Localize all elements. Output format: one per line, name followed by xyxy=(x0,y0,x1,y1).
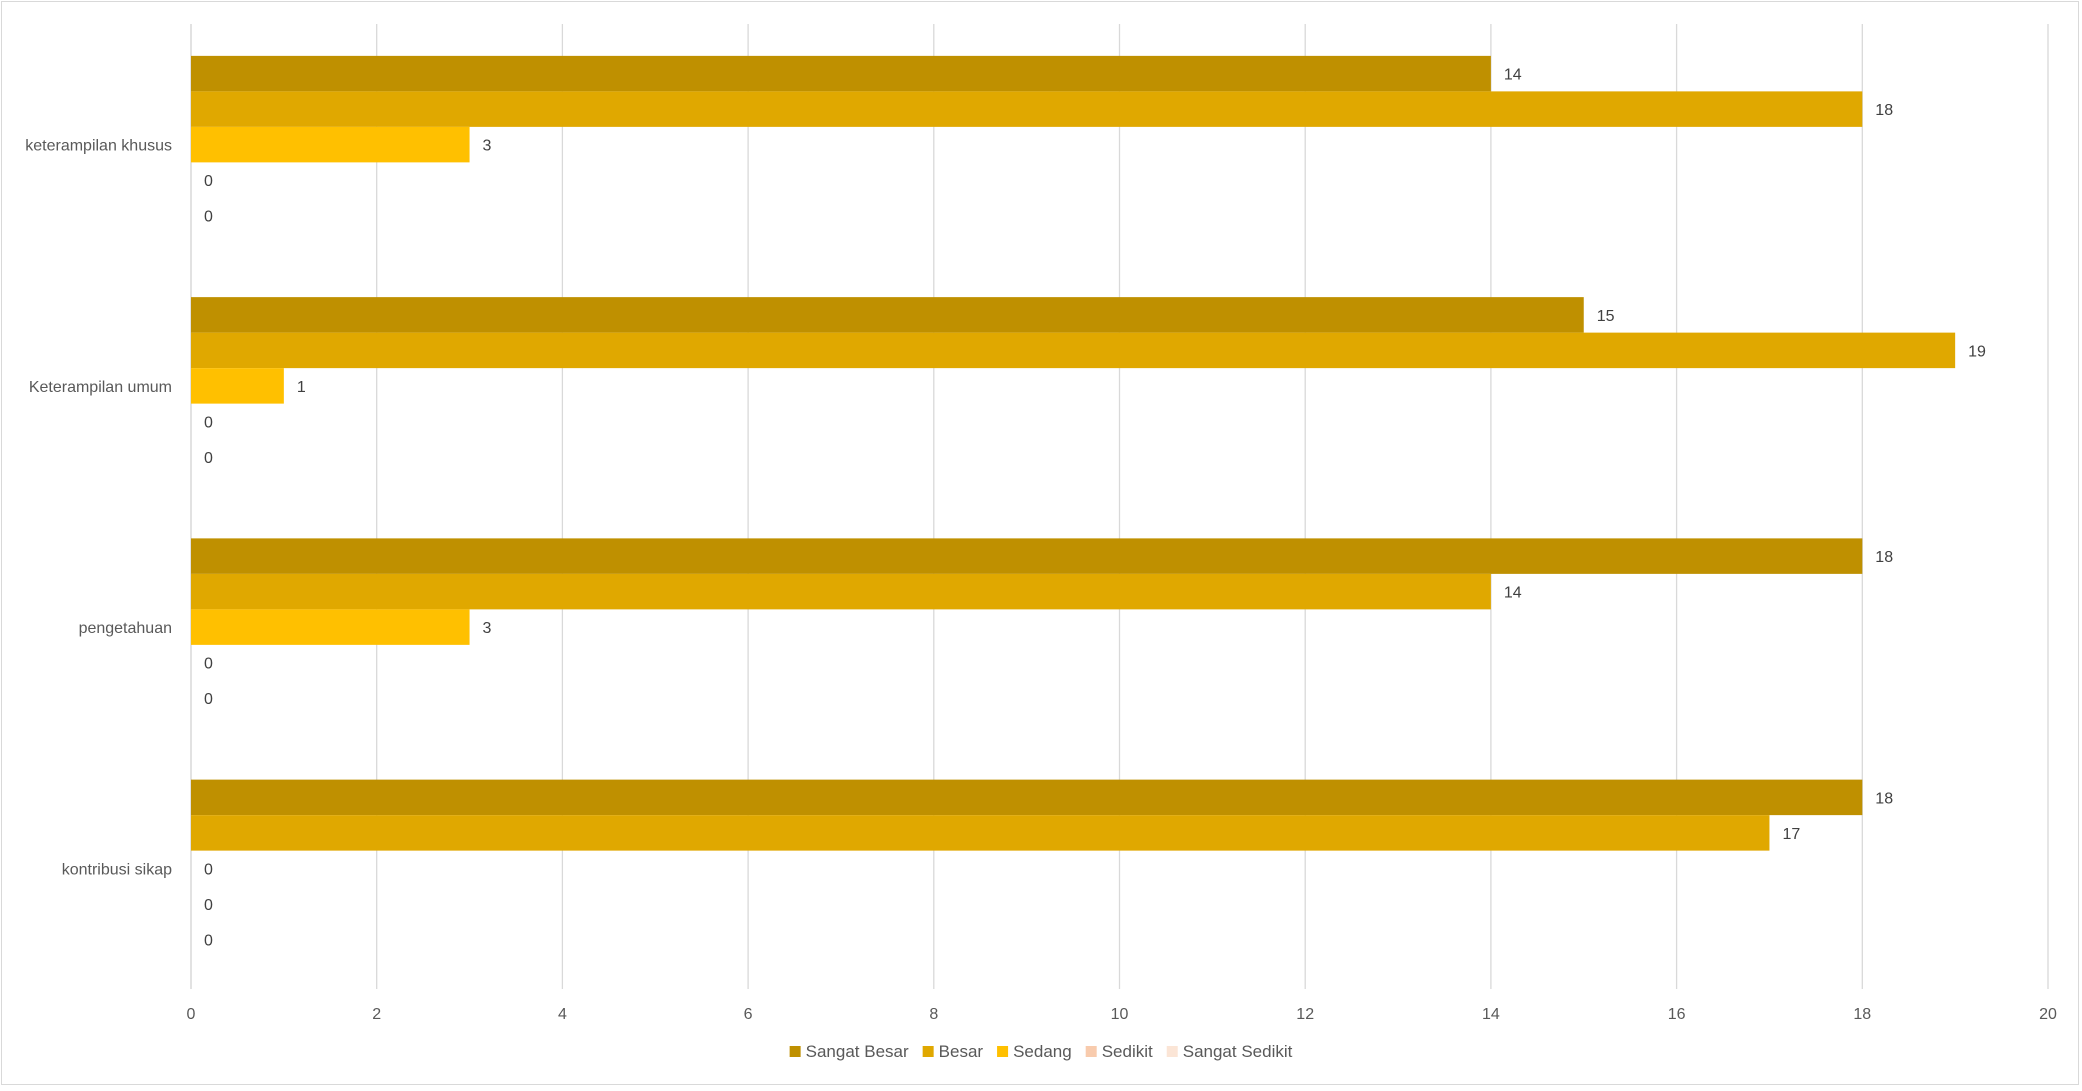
bar xyxy=(191,297,1584,333)
data-label: 3 xyxy=(483,138,492,155)
x-tick-label: 20 xyxy=(2039,1006,2057,1023)
bars xyxy=(191,55,1956,851)
data-label: 14 xyxy=(1504,67,1522,84)
category-labels: keterampilan khusus Keterampilan umum peng… xyxy=(25,138,172,879)
legend-label: Besar xyxy=(939,1042,984,1061)
category-label: keterampilan khusus xyxy=(25,138,172,155)
data-label: 3 xyxy=(483,620,492,637)
legend-label: Sedikit xyxy=(1102,1042,1153,1061)
data-label: 17 xyxy=(1782,826,1800,843)
data-label: 18 xyxy=(1875,549,1893,566)
x-axis-tick-labels: 0 2 4 6 8 10 12 14 16 18 20 xyxy=(187,1006,2057,1023)
data-label: 0 xyxy=(204,414,213,431)
data-label: 0 xyxy=(204,897,213,914)
data-label: 0 xyxy=(204,209,213,226)
bar xyxy=(191,815,1770,851)
legend-item: Besar xyxy=(922,1042,984,1061)
data-label: 1 xyxy=(297,379,306,396)
bar xyxy=(191,779,1863,816)
x-tick-label: 2 xyxy=(372,1006,381,1023)
x-tick-label: 10 xyxy=(1111,1006,1129,1023)
x-tick-label: 4 xyxy=(558,1006,567,1023)
legend: Sangat Besar Besar Sedang Sedikit Sangat Sed… xyxy=(789,1042,1293,1061)
data-label: 0 xyxy=(204,656,213,673)
bar xyxy=(191,332,1956,369)
bar xyxy=(191,609,470,645)
x-tick-label: 6 xyxy=(744,1006,753,1023)
legend-item: Sangat Sedikit xyxy=(1166,1042,1293,1061)
legend-item: Sedikit xyxy=(1085,1042,1153,1061)
legend-swatch xyxy=(1085,1046,1097,1057)
bar xyxy=(191,368,284,404)
x-tick-label: 14 xyxy=(1482,1006,1500,1023)
data-label: 0 xyxy=(204,450,213,467)
legend-item: Sangat Besar xyxy=(789,1042,909,1061)
legend-swatch xyxy=(1166,1046,1178,1057)
data-label: 19 xyxy=(1968,343,1986,360)
bar xyxy=(191,91,1863,127)
legend-label: Sangat Sedikit xyxy=(1183,1042,1293,1061)
x-tick-label: 12 xyxy=(1296,1006,1314,1023)
legend-label: Sangat Besar xyxy=(806,1042,909,1061)
data-label: 0 xyxy=(204,932,213,949)
gridlines xyxy=(190,24,2049,989)
category-label: pengetahuan xyxy=(79,620,172,637)
data-label: 14 xyxy=(1504,585,1522,602)
legend-label: Sedang xyxy=(1013,1042,1072,1061)
bar xyxy=(191,126,470,163)
legend-swatch xyxy=(997,1046,1009,1057)
data-label: 18 xyxy=(1875,102,1893,119)
x-tick-label: 8 xyxy=(929,1006,938,1023)
legend-item: Sedang xyxy=(997,1042,1072,1061)
data-label: 0 xyxy=(204,861,213,878)
bar xyxy=(191,55,1491,92)
x-tick-label: 0 xyxy=(187,1006,196,1023)
x-tick-label: 16 xyxy=(1668,1006,1686,1023)
data-label: 0 xyxy=(204,173,213,190)
data-label: 18 xyxy=(1875,790,1893,807)
bar xyxy=(191,573,1491,610)
legend-swatch xyxy=(789,1046,801,1057)
data-label: 0 xyxy=(204,691,213,708)
category-label: Keterampilan umum xyxy=(29,379,172,396)
category-label: kontribusi sikap xyxy=(62,861,172,878)
legend-swatch xyxy=(922,1046,934,1057)
bar xyxy=(191,538,1863,574)
x-tick-label: 18 xyxy=(1853,1006,1871,1023)
data-labels: 14 18 3 0 0 15 19 1 0 0 18 14 3 0 0 18 17 0 0 0 xyxy=(204,67,1986,950)
data-label: 15 xyxy=(1597,308,1615,325)
